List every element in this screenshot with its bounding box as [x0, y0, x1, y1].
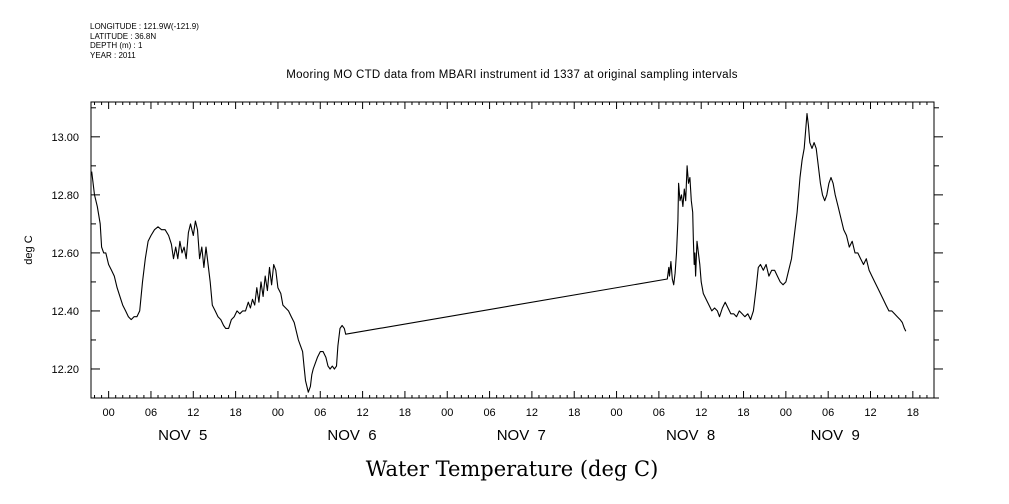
y-axis-label: deg C: [23, 235, 35, 264]
day-label: NOV 8: [666, 427, 715, 444]
series-line: [91, 113, 907, 393]
y-tick-label: 12.80: [51, 190, 79, 202]
y-tick-label: 13.00: [51, 132, 79, 144]
x-tick-label: 06: [653, 407, 665, 419]
x-tick-label: 18: [737, 407, 749, 419]
longitude-label: LONGITUDE : 121.9W(-121.9): [90, 22, 199, 31]
x-tick-label: 12: [356, 407, 368, 419]
x-tick-labels: 00 06 12 18 00 06 12 18 00 06 12 18 00 06 12 18 00 06 12 18: [103, 407, 919, 419]
day-label: NOV 6: [327, 427, 376, 444]
x-tick-label: 00: [780, 407, 792, 419]
x-tick-label: 18: [229, 407, 241, 419]
x-tick-label: 12: [187, 407, 199, 419]
chart-title: Mooring MO CTD data from MBARI instrumen…: [286, 69, 738, 81]
day-labels: NOV 5 NOV 6 NOV 7 NOV 8 NOV 9: [158, 427, 860, 444]
x-tick-label: 12: [864, 407, 876, 419]
metadata-block: LONGITUDE : 121.9W(-121.9) LATITUDE : 36…: [90, 22, 199, 60]
latitude-label: LATITUDE : 36.8N: [90, 31, 157, 41]
depth-label: DEPTH (m) : 1: [90, 41, 143, 50]
x-tick-label: 18: [568, 407, 580, 419]
x-tick-label: 06: [483, 407, 495, 419]
day-label: NOV 5: [158, 427, 207, 444]
x-tick-label: 18: [399, 407, 411, 419]
day-label: NOV 7: [497, 427, 546, 444]
day-label: NOV 9: [811, 427, 860, 444]
y-tick-label: 12.40: [51, 306, 79, 318]
x-tick-label: 00: [272, 407, 284, 419]
x-tick-label: 00: [103, 407, 115, 419]
series-group: [91, 113, 907, 393]
y-tick-label: 12.20: [51, 364, 79, 376]
x-tick-label: 06: [314, 407, 326, 419]
year-label: YEAR : 2011: [90, 50, 136, 60]
plot-frame: [90, 101, 935, 399]
x-tick-label: 00: [441, 407, 453, 419]
x-tick-label: 06: [822, 407, 834, 419]
x-tick-label: 06: [145, 407, 157, 419]
y-tick-labels: 12.20 12.40 12.60 12.80 13.00: [51, 132, 79, 376]
x-tick-label: 18: [907, 407, 919, 419]
x-tick-label: 00: [610, 407, 622, 419]
x-axis-title: Water Temperature (deg C): [366, 457, 659, 481]
x-tick-label: 12: [695, 407, 707, 419]
x-tick-label: 12: [526, 407, 538, 419]
y-tick-label: 12.60: [51, 248, 79, 260]
